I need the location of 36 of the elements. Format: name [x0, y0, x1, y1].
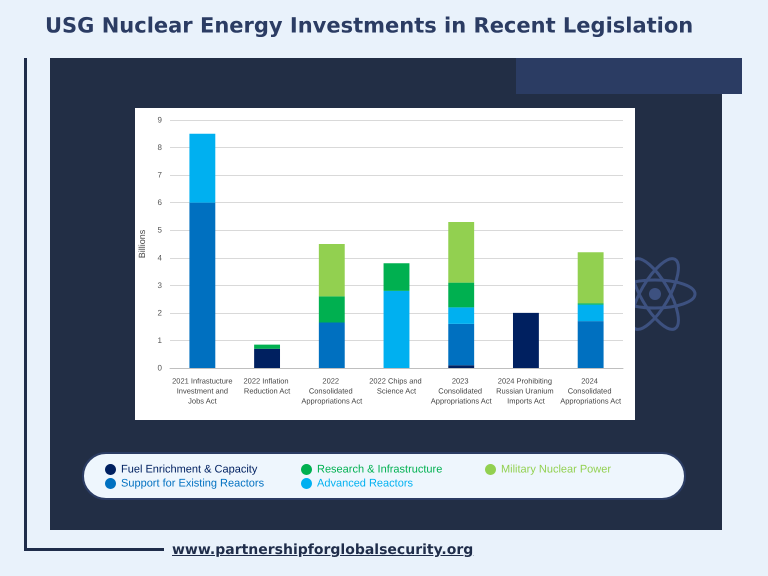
- y-tick-label: 9: [158, 116, 163, 124]
- legend-label: Research & Infrastructure: [317, 464, 442, 476]
- bar: [318, 322, 345, 368]
- bar: [512, 312, 539, 368]
- bar: [254, 344, 280, 349]
- bar: [448, 222, 474, 283]
- bar: [384, 290, 410, 368]
- y-tick-label: 0: [158, 364, 163, 372]
- y-axis-title: Billions: [137, 229, 148, 258]
- text: www.partnershipforglobalsecurity.org: [172, 542, 474, 558]
- bar: [448, 307, 474, 324]
- chart-title: USG Nuclear Energy Investments in Recent Legislation: [45, 14, 694, 38]
- bar: [318, 244, 345, 296]
- legend-label: Military Nuclear Power: [501, 464, 612, 476]
- bar: [448, 324, 474, 366]
- bar: [448, 365, 474, 368]
- y-tick-label: 6: [158, 198, 163, 208]
- bar: [578, 252, 604, 304]
- y-tick-label: 4: [158, 253, 163, 262]
- bar: [448, 282, 474, 308]
- y-tick-label: 7: [158, 170, 163, 180]
- bar: [578, 304, 604, 322]
- y-tick-label: 5: [158, 226, 163, 235]
- legend-label: Fuel Enrichment & Capacity: [121, 464, 258, 476]
- bar: [318, 296, 345, 323]
- legend-label: Support for Existing Reactors: [121, 478, 265, 490]
- y-tick-label: 2: [158, 308, 163, 318]
- bar: [189, 202, 216, 368]
- bar: [578, 321, 604, 368]
- legend-label: Advanced Reactors: [317, 478, 414, 490]
- y-tick-label: 1: [158, 336, 163, 345]
- y-tick-label: 3: [158, 280, 163, 290]
- bar: [189, 134, 216, 203]
- bar: [384, 263, 410, 291]
- y-tick-label: 8: [158, 143, 163, 152]
- bar: [254, 348, 280, 368]
